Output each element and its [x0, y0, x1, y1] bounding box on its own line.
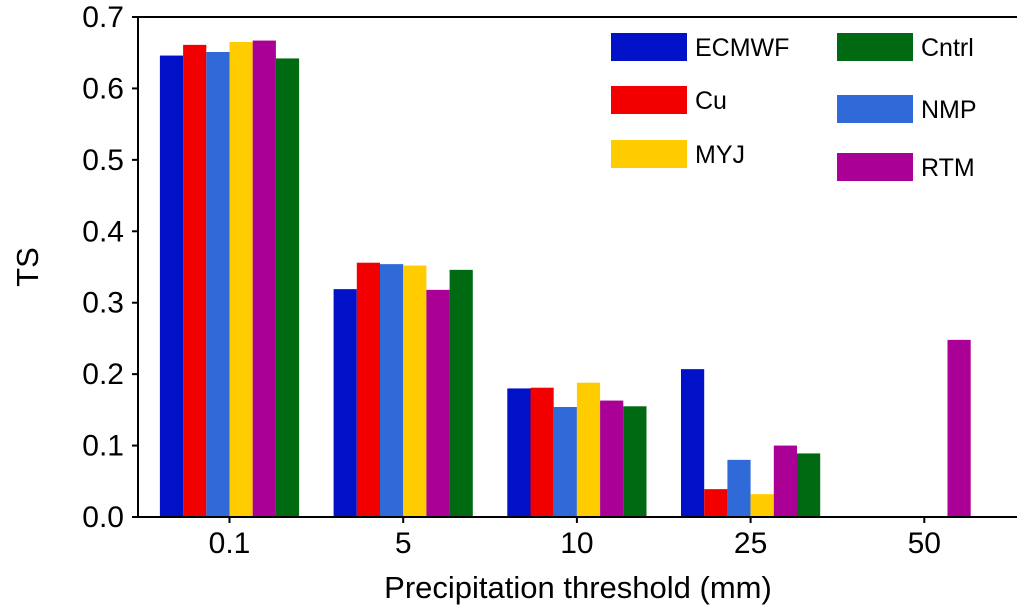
legend-swatch-ecmwf [611, 33, 687, 61]
legend-swatch-cu [611, 86, 687, 114]
legend-label-cntrl: Cntrl [921, 34, 974, 62]
y-tick-label: 0.5 [82, 144, 124, 177]
legend-swatch-cntrl [837, 33, 913, 61]
y-tick-label: 0.1 [82, 430, 124, 463]
x-tick-label: 50 [908, 527, 941, 560]
y-axis-title: TS [10, 247, 45, 287]
x-ticks-group: 0.1 5 10 25 50 [209, 517, 941, 560]
y-tick-label: 0.7 [82, 1, 124, 34]
bar-ecmwf-10 [507, 388, 531, 517]
bar-rtm-50 [947, 339, 971, 517]
y-tick-label: 0.6 [82, 72, 124, 105]
bar-nmp-5 [380, 264, 404, 517]
bar-myj-25 [750, 494, 774, 517]
bar-nmp-0_1 [206, 52, 230, 517]
legend: ECMWF Cu NMP MYJ RTM Cntrl [611, 33, 977, 182]
legend-label-rtm: RTM [921, 154, 975, 182]
x-tick-label: 5 [395, 527, 412, 560]
bar-cntrl-0_1 [275, 58, 300, 518]
bar-cntrl-25 [797, 453, 821, 517]
bar-cu-0_1 [183, 44, 207, 518]
bar-cntrl-5 [449, 269, 473, 517]
bar-rtm-5 [426, 289, 450, 517]
x-tick-label: 10 [560, 527, 593, 560]
legend-swatch-rtm [837, 153, 913, 181]
bar-cntrl-10 [623, 406, 647, 517]
x-tick-label: 25 [734, 527, 767, 560]
bar-myj-0_1 [229, 42, 253, 517]
y-tick-label: 0.4 [82, 215, 124, 248]
legend-swatch-nmp [837, 95, 913, 123]
x-axis-title: Precipitation threshold (mm) [384, 570, 772, 605]
bar-cu-10 [530, 387, 554, 517]
legend-label-cu: Cu [695, 87, 727, 115]
y-tick-label: 0.0 [82, 501, 124, 534]
bar-myj-10 [576, 382, 601, 517]
bar-nmp-10 [553, 407, 577, 517]
bar-nmp-25 [727, 459, 751, 517]
legend-label-ecmwf: ECMWF [695, 34, 789, 62]
bar-rtm-25 [773, 445, 797, 517]
bar-ecmwf-25 [681, 369, 705, 517]
y-tick-label: 0.2 [82, 358, 124, 391]
bar-cu-5 [356, 262, 380, 517]
legend-swatch-myj [611, 140, 687, 168]
bar-rtm-0_1 [252, 40, 276, 517]
y-tick-label: 0.3 [82, 287, 124, 320]
y-ticks-group: 0.0 0.1 0.2 0.3 0.4 0.5 0.6 0.7 [82, 1, 138, 534]
legend-label-nmp: NMP [921, 96, 977, 124]
bar-rtm-10 [600, 400, 624, 517]
bar-ecmwf-0_1 [159, 55, 184, 517]
bar-ecmwf-5 [333, 289, 357, 517]
bar-myj-5 [403, 265, 427, 517]
x-tick-label: 0.1 [209, 527, 251, 560]
bar-cu-25 [704, 489, 728, 517]
legend-label-myj: MYJ [695, 141, 745, 169]
bars-group [159, 40, 971, 518]
